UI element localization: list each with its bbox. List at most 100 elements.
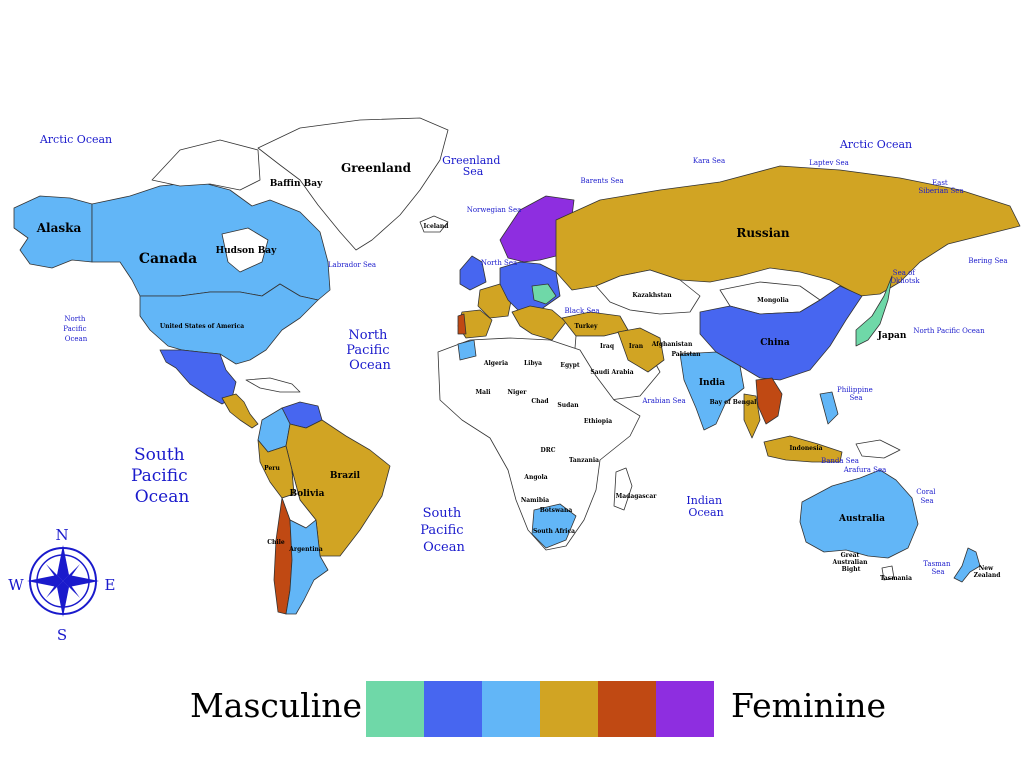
labrador-sea-label: Labrador Sea <box>328 261 376 269</box>
caribbean <box>245 377 301 393</box>
arafura-sea-label: Arafura Sea <box>843 466 887 474</box>
arabian-sea-label: Arabian Sea <box>641 397 685 405</box>
tasman-sea-label: Tasman Sea <box>923 560 952 576</box>
argentina-shape <box>285 519 329 615</box>
compass-w-label: W <box>8 576 24 594</box>
australia-label: Australia <box>838 514 885 524</box>
tasmania-shape <box>881 565 895 581</box>
east-siberian-sea-label: East Siberian Sea <box>918 179 963 195</box>
new-zealand-label: New Zealand <box>974 565 1002 579</box>
ethiopia-label: Ethiopia <box>584 418 612 425</box>
sudan-label: Sudan <box>557 402 579 409</box>
indonesia-label: Indonesia <box>789 445 822 452</box>
south-pacific-left-label: South Pacific Ocean <box>131 445 193 507</box>
tasmania-label: Tasmania <box>880 575 912 582</box>
angola-label: Angola <box>523 474 547 481</box>
usa-shape <box>139 283 319 365</box>
brazil-label: Brazil <box>330 471 361 481</box>
world-map: Arctic Ocean Arctic Ocean North Pacific … <box>8 117 1021 644</box>
north-pacific-mid-label: North Pacific Ocean <box>346 328 393 373</box>
legend-swatch-4 <box>540 681 598 737</box>
philippines-shape <box>819 391 839 425</box>
algeria-label: Algeria <box>483 360 508 367</box>
saudi-arabia-label: Saudi Arabia <box>590 369 633 376</box>
kara-sea-label: Kara Sea <box>693 157 725 165</box>
compass-e-label: E <box>105 576 116 594</box>
baffin-bay-label: Baffin Bay <box>270 179 323 189</box>
banda-sea-label: Banda Sea <box>821 457 859 465</box>
korea-japan-shape <box>855 275 893 347</box>
legend-masculine-label: Masculine <box>190 686 363 725</box>
kazakhstan-shape <box>595 269 701 315</box>
kazakhstan-label: Kazakhstan <box>632 292 672 299</box>
mexico-shape <box>159 349 237 405</box>
argentina-label: Argentina <box>288 546 323 553</box>
legend-swatch-5 <box>598 681 656 737</box>
usa-label: United States of America <box>160 323 244 330</box>
iraq-label: Iraq <box>600 343 615 350</box>
arctic-islands <box>151 139 261 191</box>
greenland-sea-label: Greenland Sea <box>442 154 504 178</box>
north-pacific-right-label: North Pacific Ocean <box>913 327 985 335</box>
australia-shape <box>799 469 919 559</box>
iran-shape <box>617 327 665 373</box>
chile-label: Chile <box>267 539 285 546</box>
legend-swatch-3 <box>482 681 540 737</box>
compass-needle-n <box>57 545 69 581</box>
south-africa-label: South Africa <box>533 528 575 535</box>
africa-shape <box>437 337 641 551</box>
indonesia-shape <box>763 435 843 463</box>
japan-label: Japan <box>877 331 907 341</box>
compass-n-label: N <box>55 526 68 544</box>
pakistan-label: Pakistan <box>671 351 701 358</box>
russian-label: Russian <box>736 226 790 240</box>
greenland-shape <box>257 117 449 251</box>
mali-label: Mali <box>475 389 491 396</box>
indian-ocean-label: Indian Ocean <box>686 494 725 519</box>
canada-shape <box>91 181 331 301</box>
canada-label: Canada <box>139 251 197 267</box>
laptev-sea-label: Laptev Sea <box>809 159 849 167</box>
central-america-shape <box>221 393 259 429</box>
libya-label: Libya <box>524 360 542 367</box>
bering-sea-label: Bering Sea <box>968 257 1007 265</box>
iran-label: Iran <box>629 343 644 350</box>
egypt-label: Egypt <box>560 362 579 369</box>
indochina-shape <box>743 393 761 439</box>
afghanistan-label: Afghanistan <box>651 341 693 348</box>
legend-feminine-label: Feminine <box>731 686 887 725</box>
legend-color-scale <box>366 681 714 737</box>
madagascar-shape <box>613 467 633 511</box>
papua-shape <box>855 439 901 459</box>
italy-balkans-shape <box>511 305 567 341</box>
great-australian-bight-label: Great Australian Bight <box>831 552 869 573</box>
sea-of-okhotsk-label: Sea of Okhotsk <box>890 269 920 285</box>
legend-swatch-6 <box>656 681 714 737</box>
madagascar-label: Madagascar <box>616 493 658 500</box>
greenland-label: Greenland <box>341 161 412 175</box>
drc-label: DRC <box>541 447 556 454</box>
turkey-label: Turkey <box>575 323 598 330</box>
mongolia-label: Mongolia <box>757 297 789 304</box>
china-label: China <box>760 338 790 348</box>
peru-label: Peru <box>264 465 280 472</box>
botswana-label: Botswana <box>540 507 573 514</box>
morocco-shape <box>457 339 477 361</box>
india-shape <box>679 351 745 431</box>
niger-label: Niger <box>508 389 528 396</box>
north-sea-label: North Sea <box>481 259 517 267</box>
namibia-label: Namibia <box>521 497 549 504</box>
legend-swatch-2 <box>424 681 482 737</box>
arctic-ocean-left-label: Arctic Ocean <box>39 133 112 146</box>
compass-needle-w <box>27 575 63 587</box>
south-pacific-mid-label: South Pacific Ocean <box>420 506 467 555</box>
iceland-shape <box>419 215 449 233</box>
barents-sea-label: Barents Sea <box>580 177 623 185</box>
coral-sea-label: Coral Sea <box>916 488 938 505</box>
bay-of-bengal-label: Bay of Bengal <box>710 399 758 406</box>
north-pacific-left-label: North Pacific Ocean <box>63 315 89 343</box>
iceland-label: Iceland <box>423 223 449 230</box>
india-label: India <box>699 378 725 388</box>
alaska-label: Alaska <box>36 221 82 235</box>
eastern-europe-shape <box>531 283 557 305</box>
